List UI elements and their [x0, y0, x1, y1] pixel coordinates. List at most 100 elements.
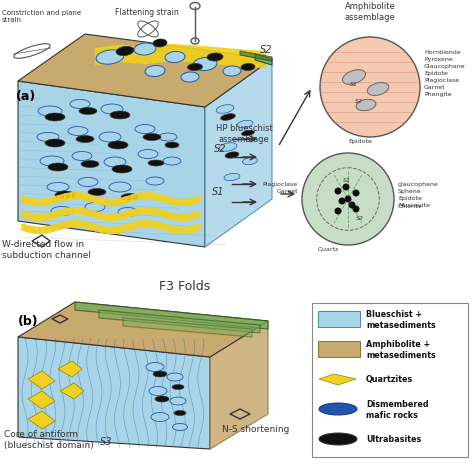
- Ellipse shape: [237, 121, 253, 128]
- Text: S3: S3: [100, 436, 112, 446]
- Ellipse shape: [134, 44, 156, 56]
- Text: Epidote: Epidote: [348, 139, 372, 144]
- Polygon shape: [71, 221, 77, 227]
- Polygon shape: [59, 209, 65, 217]
- Ellipse shape: [109, 182, 131, 193]
- Polygon shape: [319, 374, 356, 385]
- Ellipse shape: [72, 152, 92, 161]
- Ellipse shape: [167, 373, 183, 381]
- Polygon shape: [194, 212, 200, 219]
- Ellipse shape: [170, 397, 186, 405]
- Polygon shape: [182, 215, 188, 221]
- Text: (b): (b): [18, 314, 38, 327]
- Polygon shape: [132, 222, 138, 229]
- Text: Core of antiform
(blueschist domain): Core of antiform (blueschist domain): [4, 429, 94, 449]
- Polygon shape: [40, 214, 46, 221]
- Circle shape: [335, 208, 341, 215]
- Polygon shape: [28, 213, 34, 220]
- Ellipse shape: [112, 166, 132, 174]
- Polygon shape: [96, 213, 102, 220]
- Polygon shape: [120, 213, 127, 220]
- Ellipse shape: [88, 189, 106, 196]
- Polygon shape: [65, 221, 71, 228]
- Ellipse shape: [68, 127, 88, 136]
- Ellipse shape: [223, 67, 241, 77]
- Ellipse shape: [104, 158, 126, 168]
- Circle shape: [345, 196, 352, 203]
- Ellipse shape: [138, 150, 158, 159]
- Polygon shape: [99, 310, 260, 333]
- Polygon shape: [188, 226, 194, 234]
- Polygon shape: [127, 224, 132, 231]
- Ellipse shape: [165, 143, 179, 149]
- Text: HP blueschist
assemblage: HP blueschist assemblage: [216, 124, 273, 144]
- Polygon shape: [65, 208, 71, 215]
- Ellipse shape: [159, 134, 177, 142]
- Ellipse shape: [121, 194, 139, 201]
- Text: Plagioclase
Garnet: Plagioclase Garnet: [263, 181, 298, 194]
- Polygon shape: [75, 302, 268, 329]
- Ellipse shape: [155, 396, 169, 402]
- Text: Hornblende
Pyroxene
Glaucophane
Epidote
Plagioclase
Garnet
Phengite: Hornblende Pyroxene Glaucophane Epidote …: [424, 50, 465, 97]
- Circle shape: [353, 206, 359, 213]
- Text: W-directed flow in
subduction channel: W-directed flow in subduction channel: [2, 239, 91, 259]
- Polygon shape: [28, 391, 55, 409]
- Ellipse shape: [242, 131, 255, 137]
- Ellipse shape: [45, 140, 65, 148]
- Ellipse shape: [188, 64, 202, 71]
- Polygon shape: [240, 52, 272, 62]
- Ellipse shape: [216, 106, 234, 114]
- Ellipse shape: [48, 163, 68, 172]
- Polygon shape: [102, 199, 108, 206]
- Ellipse shape: [356, 100, 376, 112]
- Polygon shape: [132, 194, 138, 201]
- Polygon shape: [22, 197, 28, 204]
- Polygon shape: [18, 82, 205, 247]
- Ellipse shape: [101, 105, 123, 115]
- Ellipse shape: [145, 66, 165, 77]
- Polygon shape: [18, 302, 268, 357]
- Text: Quartz: Quartz: [318, 246, 339, 251]
- Polygon shape: [96, 225, 102, 233]
- Polygon shape: [34, 228, 40, 234]
- Ellipse shape: [367, 83, 389, 96]
- Polygon shape: [34, 200, 40, 206]
- Ellipse shape: [243, 158, 257, 165]
- Ellipse shape: [193, 58, 217, 71]
- Polygon shape: [169, 213, 175, 220]
- Polygon shape: [194, 197, 200, 204]
- Polygon shape: [151, 208, 157, 215]
- Polygon shape: [46, 226, 53, 233]
- Polygon shape: [120, 225, 127, 233]
- Polygon shape: [151, 194, 157, 200]
- Circle shape: [343, 184, 349, 191]
- Text: Chlorite: Chlorite: [398, 204, 423, 208]
- Ellipse shape: [108, 142, 128, 150]
- Ellipse shape: [96, 50, 124, 65]
- Ellipse shape: [165, 52, 185, 63]
- Polygon shape: [255, 55, 272, 66]
- Polygon shape: [188, 198, 194, 206]
- Polygon shape: [127, 195, 132, 203]
- Text: N-S shortening: N-S shortening: [222, 424, 289, 433]
- Bar: [318, 341, 360, 357]
- Polygon shape: [65, 194, 71, 200]
- Text: Amphibolite +
metasediments: Amphibolite + metasediments: [366, 339, 436, 359]
- Text: Ultrabasites: Ultrabasites: [366, 435, 421, 444]
- Polygon shape: [145, 193, 151, 199]
- Polygon shape: [40, 227, 46, 234]
- Circle shape: [338, 198, 346, 205]
- Ellipse shape: [146, 178, 164, 186]
- Ellipse shape: [78, 178, 98, 187]
- Polygon shape: [28, 371, 55, 389]
- Ellipse shape: [153, 40, 167, 48]
- Polygon shape: [114, 227, 120, 234]
- Circle shape: [353, 190, 359, 197]
- Polygon shape: [175, 214, 182, 221]
- Polygon shape: [28, 198, 34, 206]
- Text: F3 Folds: F3 Folds: [159, 279, 210, 292]
- Polygon shape: [145, 221, 151, 227]
- Polygon shape: [102, 227, 108, 234]
- Polygon shape: [90, 224, 96, 231]
- Polygon shape: [96, 197, 102, 205]
